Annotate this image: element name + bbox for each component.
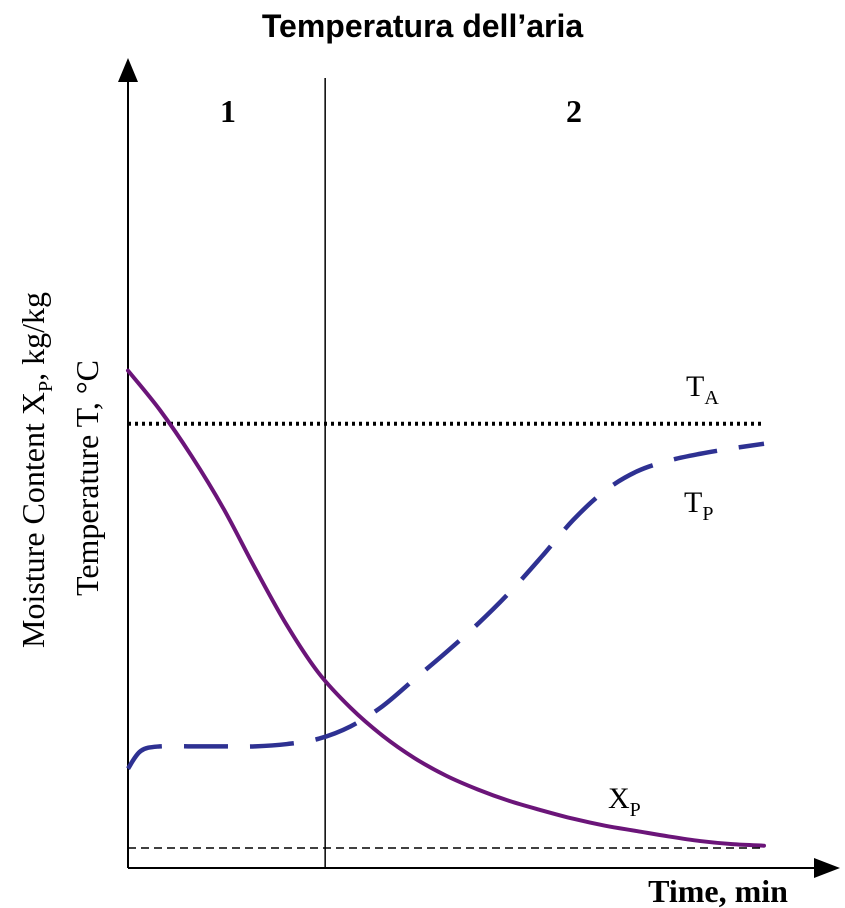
series-label-xp: XP xyxy=(608,782,641,821)
series-line-xp xyxy=(126,368,766,848)
series-layer xyxy=(126,368,766,849)
series-label-tp: TP xyxy=(684,486,713,525)
y-axis-arrow xyxy=(118,58,138,82)
series-line-tp xyxy=(126,441,765,771)
region-label-2: 2 xyxy=(566,93,582,129)
x-axis-label: Time, min xyxy=(648,873,788,908)
series-label-ta: TA xyxy=(686,370,719,409)
y-axis-label-moisture: Moisture Content XP, kg/kg xyxy=(15,292,57,648)
chart-title: Temperatura dell’aria xyxy=(261,8,584,44)
y-axis-label-temperature: Temperature T, °C xyxy=(69,360,105,596)
region-label-1: 1 xyxy=(220,93,236,129)
x-axis-arrow xyxy=(814,858,840,878)
